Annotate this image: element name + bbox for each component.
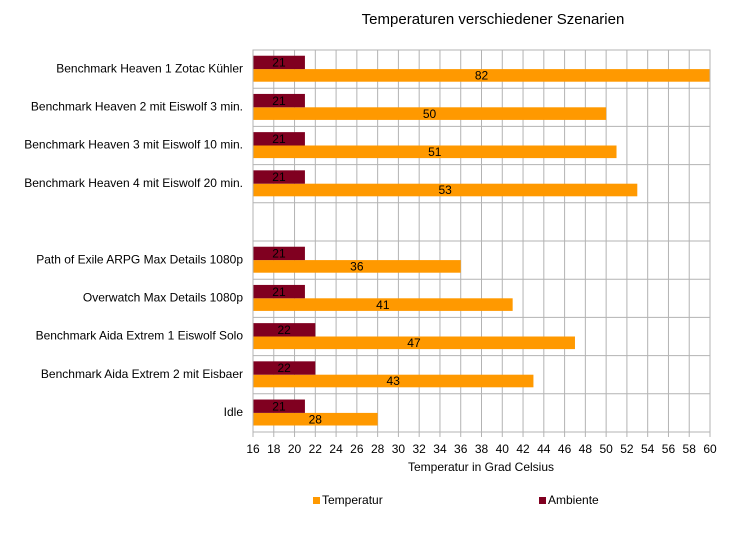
x-tick-label: 32 (413, 442, 427, 456)
value-label: 21 (272, 399, 286, 413)
value-label: 82 (475, 69, 489, 83)
bar (253, 361, 316, 375)
value-label: 21 (272, 170, 286, 184)
x-tick-label: 28 (371, 442, 385, 456)
value-label: 21 (272, 94, 286, 108)
bars (253, 55, 710, 426)
value-label: 21 (272, 132, 286, 146)
x-tick-label: 50 (599, 442, 613, 456)
bar (253, 107, 607, 120)
value-label: 41 (376, 298, 390, 312)
bar (253, 170, 305, 184)
bar (253, 374, 534, 388)
x-tick-label: 48 (579, 442, 593, 456)
x-tick-label: 56 (662, 442, 676, 456)
bar (253, 55, 305, 70)
bar (253, 93, 305, 108)
value-label: 47 (407, 336, 421, 350)
x-tick-label: 36 (454, 442, 468, 456)
value-label: 21 (272, 285, 286, 299)
bar (253, 260, 461, 273)
x-tick-label: 30 (392, 442, 406, 456)
bar (253, 132, 305, 146)
x-tick-label: 16 (246, 442, 260, 456)
bar (253, 298, 513, 311)
y-tick-label: Path of Exile ARPG Max Details 1080p (36, 252, 243, 266)
x-tick-label: 38 (475, 442, 489, 456)
value-label: 28 (309, 412, 323, 426)
x-tick-label: 58 (683, 442, 697, 456)
chart-title: Temperaturen verschiedener Szenarien (362, 11, 625, 28)
value-label: 51 (428, 145, 442, 159)
value-label: 50 (423, 107, 437, 121)
x-tick-label: 52 (620, 442, 634, 456)
y-tick-label: Benchmark Heaven 3 mit Eiswolf 10 min. (24, 138, 243, 152)
x-tick-label: 46 (558, 442, 572, 456)
value-label: 21 (272, 56, 286, 70)
value-label: 21 (272, 247, 286, 261)
x-tick-label: 24 (329, 442, 343, 456)
x-tick-label: 54 (641, 442, 655, 456)
x-axis-title: Temperatur in Grad Celsius (408, 460, 554, 474)
x-tick-label: 22 (309, 442, 323, 456)
value-label: 43 (387, 374, 401, 388)
bar (253, 284, 305, 299)
y-tick-label: Benchmark Aida Extrem 1 Eiswolf Solo (36, 329, 244, 343)
y-tick-label: Benchmark Heaven 2 mit Eiswolf 3 min. (31, 99, 243, 113)
value-label: 22 (277, 323, 291, 337)
plot-border (252, 49, 711, 433)
value-label: 22 (277, 361, 291, 375)
bar (253, 69, 710, 82)
bar (253, 336, 575, 350)
bar (253, 145, 617, 159)
y-tick-label: Benchmark Heaven 1 Zotac Kühler (56, 61, 243, 75)
value-label: 36 (350, 260, 364, 274)
bar (253, 412, 378, 426)
x-tick-label: 60 (703, 442, 717, 456)
legend-swatch (539, 497, 546, 504)
value-label: 53 (438, 183, 452, 197)
bar (253, 246, 305, 261)
x-tick-label: 44 (537, 442, 551, 456)
x-tick-label: 40 (496, 442, 510, 456)
x-tick-label: 20 (288, 442, 302, 456)
bar (253, 183, 638, 197)
x-tick-label: 26 (350, 442, 364, 456)
bar (253, 399, 305, 413)
y-tick-label: Benchmark Heaven 4 mit Eiswolf 20 min. (24, 176, 243, 190)
x-tick-label: 42 (516, 442, 530, 456)
x-tick-label: 18 (267, 442, 281, 456)
legend-label: Ambiente (548, 493, 599, 507)
x-tick-label: 34 (433, 442, 447, 456)
y-tick-label: Benchmark Aida Extrem 2 mit Eisbaer (41, 367, 243, 381)
bar (253, 323, 316, 337)
legend-label: Temperatur (322, 493, 383, 507)
legend-swatch (313, 497, 320, 504)
y-tick-label: Overwatch Max Details 1080p (83, 290, 243, 304)
y-tick-label: Idle (224, 405, 244, 419)
